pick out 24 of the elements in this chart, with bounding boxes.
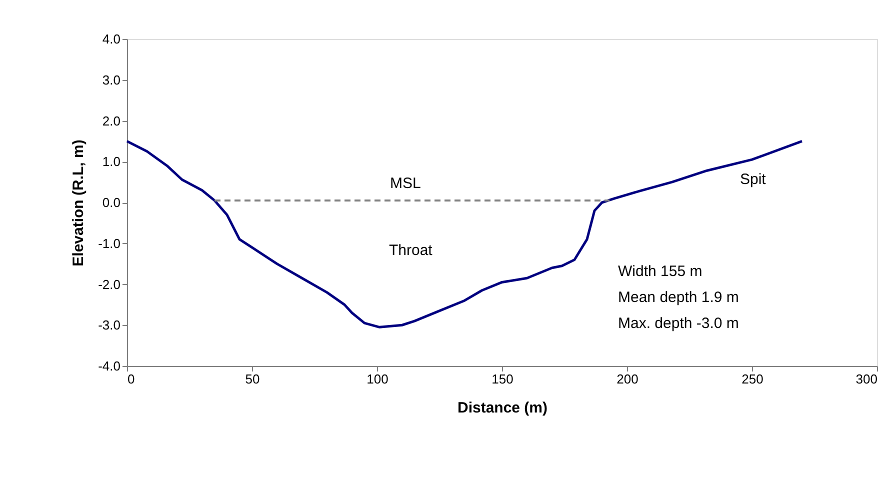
y-tick-label: -4.0 (98, 358, 120, 374)
annotation: Throat (389, 242, 434, 259)
y-tick-label: 3.0 (102, 72, 120, 88)
x-tick-label: 50 (245, 372, 260, 386)
y-tick-label: 4.0 (102, 32, 120, 46)
x-tick-label: 300 (856, 372, 878, 386)
x-axis-title: Distance (m) (457, 400, 548, 416)
x-tick-label: 150 (492, 372, 514, 386)
y-tick-label: -3.0 (98, 318, 120, 333)
x-tick-label: 100 (366, 372, 388, 386)
y-tick-label: 2.0 (102, 113, 120, 128)
annotation: MSL (390, 175, 421, 192)
annotation: Spit (740, 171, 767, 188)
annotation: Width 155 m (618, 263, 702, 280)
y-tick-label: -1.0 (98, 236, 120, 251)
annotation: Max. depth -3.0 m (618, 315, 739, 332)
annotation: Mean depth 1.9 m (618, 289, 739, 306)
x-tick-label: 250 (742, 372, 764, 386)
y-axis-title: Elevation (R.L, m) (70, 140, 88, 266)
x-tick-label: 0 (128, 372, 135, 386)
y-tick-label: 0.0 (102, 195, 120, 210)
x-tick-label: 200 (616, 372, 638, 386)
y-tick-label: -2.0 (98, 276, 120, 292)
y-tick-label: 1.0 (102, 154, 120, 170)
